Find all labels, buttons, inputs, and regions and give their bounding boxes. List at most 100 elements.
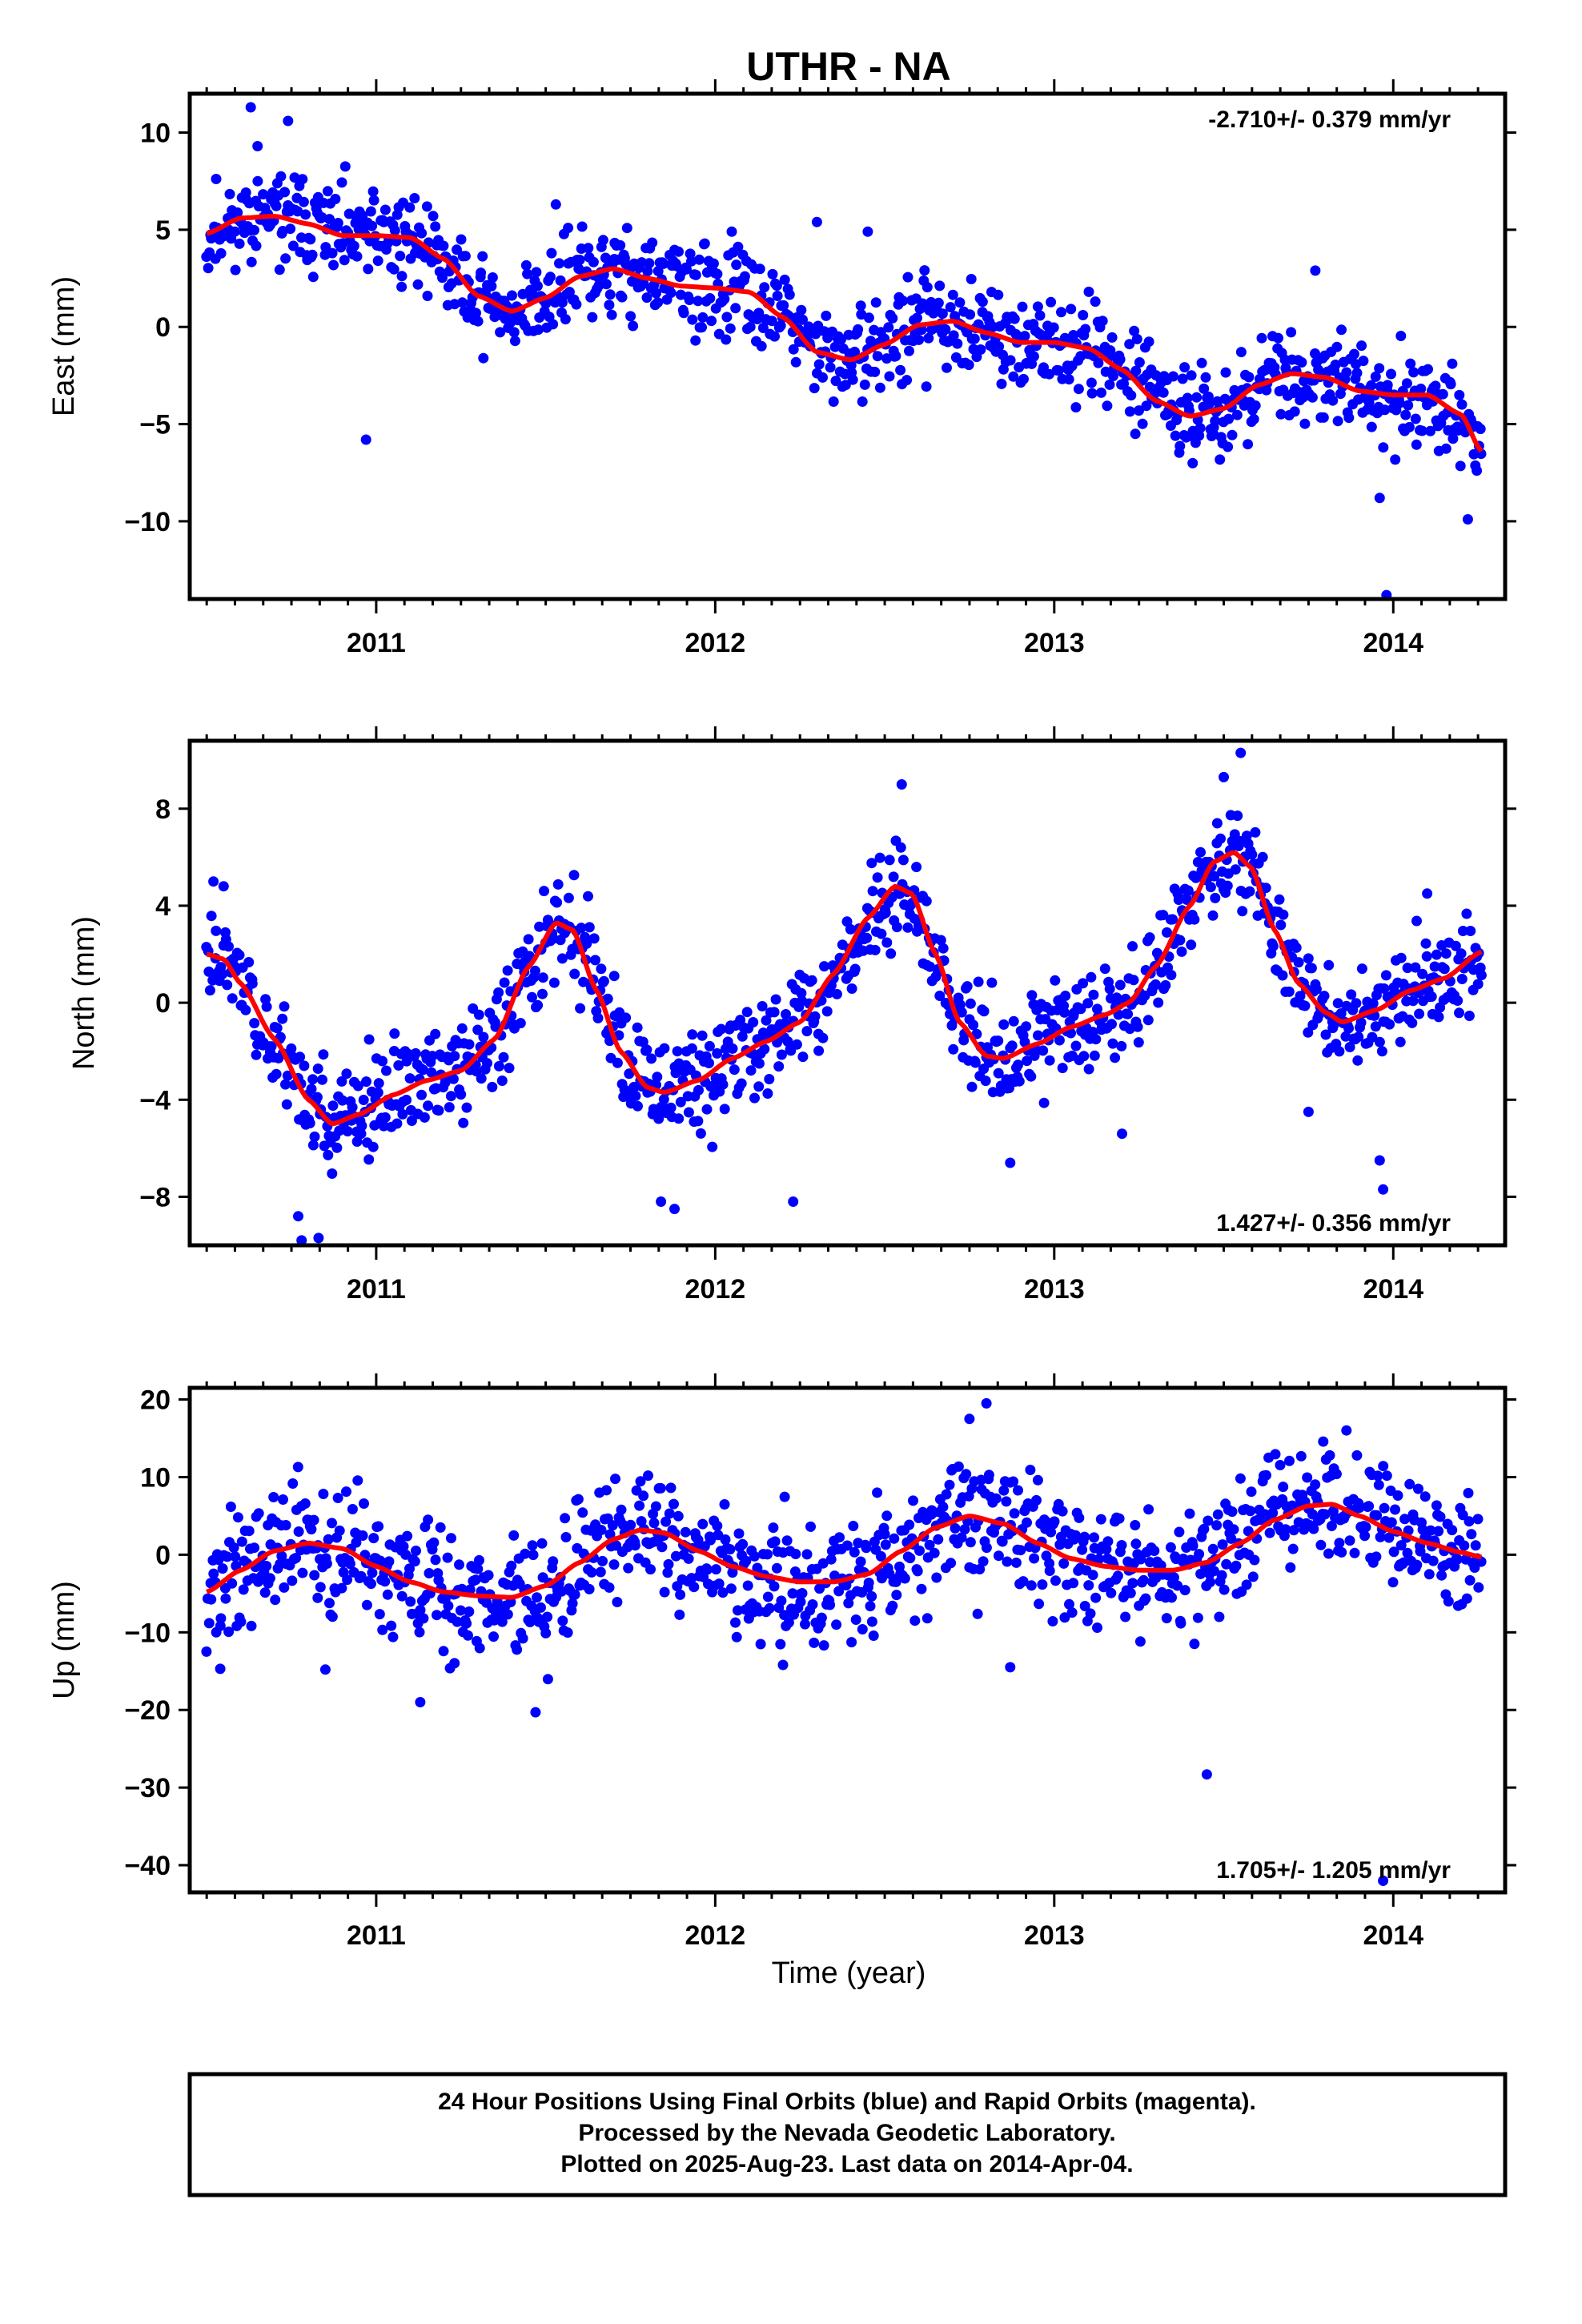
footer-frame [187, 2072, 1508, 2197]
data-point [344, 1558, 355, 1570]
data-point [1299, 1000, 1311, 1011]
data-point [597, 1555, 608, 1566]
data-point [1032, 301, 1043, 312]
data-point [717, 1079, 729, 1090]
data-point [281, 1099, 292, 1110]
data-point [869, 366, 881, 377]
y-tick-label: 8 [155, 794, 171, 825]
data-point [607, 1520, 618, 1531]
data-point [222, 979, 233, 991]
data-point [606, 309, 617, 320]
data-point [643, 1470, 653, 1482]
data-point [737, 1031, 748, 1042]
data-point [695, 1128, 706, 1139]
data-point [745, 321, 756, 332]
data-point [926, 296, 937, 308]
data-point [938, 943, 949, 954]
data-point [762, 1088, 773, 1099]
data-point [1220, 367, 1231, 378]
data-point [769, 1581, 780, 1592]
data-point [831, 1619, 842, 1630]
data-point [1331, 1469, 1342, 1480]
data-point [890, 351, 901, 362]
data-point [1241, 830, 1252, 842]
data-point [292, 206, 303, 217]
data-point [246, 256, 257, 267]
data-point [1200, 372, 1211, 383]
data-point [1413, 1483, 1423, 1494]
data-point [797, 1588, 808, 1598]
data-point [416, 1089, 427, 1100]
data-point [629, 1540, 640, 1551]
data-point [361, 1599, 372, 1610]
data-point [1353, 1031, 1364, 1043]
data-point [849, 1546, 860, 1558]
data-point [701, 1564, 713, 1575]
data-point [438, 1646, 449, 1657]
data-point [1390, 1504, 1400, 1515]
data-point [285, 223, 296, 235]
data-point [1415, 384, 1427, 394]
data-point [1250, 826, 1261, 838]
data-point [933, 297, 944, 308]
data-point [1476, 970, 1487, 981]
data-point [1435, 1511, 1446, 1522]
data-point [532, 324, 544, 336]
data-point [1457, 926, 1468, 936]
data-point [327, 1518, 337, 1529]
data-point [937, 308, 948, 320]
data-point [921, 381, 932, 392]
data-point [1395, 952, 1407, 963]
data-point [1459, 1540, 1470, 1551]
data-point [456, 1089, 467, 1100]
y-tick-label: −5 [139, 410, 171, 440]
data-point [298, 196, 309, 207]
data-point [652, 297, 664, 308]
data-point [1158, 387, 1169, 398]
data-point [938, 1502, 949, 1513]
data-point [1060, 991, 1071, 1001]
data-point [784, 289, 795, 300]
data-point [680, 1526, 691, 1538]
data-point [1106, 1019, 1117, 1030]
data-point [817, 372, 828, 383]
outlier-point [218, 881, 229, 892]
data-point [1203, 1515, 1214, 1526]
data-point [646, 1053, 657, 1064]
data-point [1388, 1546, 1399, 1558]
data-point [225, 1502, 236, 1512]
data-point [674, 1609, 685, 1620]
outlier-point [1422, 888, 1433, 899]
y-tick-label: 0 [155, 988, 171, 1019]
data-point [428, 1537, 440, 1548]
data-point [323, 1149, 334, 1160]
data-point [442, 1552, 453, 1563]
data-point [251, 240, 262, 251]
x-tick-label: 2012 [685, 1920, 746, 1951]
data-point [921, 282, 933, 293]
outlier-point [669, 1204, 680, 1215]
data-point [625, 1519, 636, 1530]
data-point [965, 998, 976, 1009]
data-point [759, 1043, 770, 1055]
data-point [397, 1108, 408, 1120]
data-point [1168, 1572, 1179, 1583]
data-point [321, 1558, 332, 1569]
data-point [997, 1536, 1008, 1547]
data-point [632, 1022, 643, 1033]
data-point [753, 1058, 765, 1069]
data-point [713, 1578, 725, 1590]
data-point [863, 312, 874, 324]
data-point [1306, 963, 1317, 974]
data-point [1454, 389, 1465, 400]
data-point [1189, 914, 1200, 925]
data-point [1090, 296, 1101, 308]
data-point [880, 907, 891, 919]
data-point [716, 1023, 727, 1035]
data-point [1205, 882, 1216, 893]
y-tick-label: 20 [140, 1385, 171, 1416]
data-point [542, 1674, 553, 1685]
y-tick-label: 5 [155, 215, 171, 246]
footer-line-1: 24 Hour Positions Using Final Orbits (bl… [438, 2089, 1256, 2115]
data-point [496, 1616, 508, 1627]
